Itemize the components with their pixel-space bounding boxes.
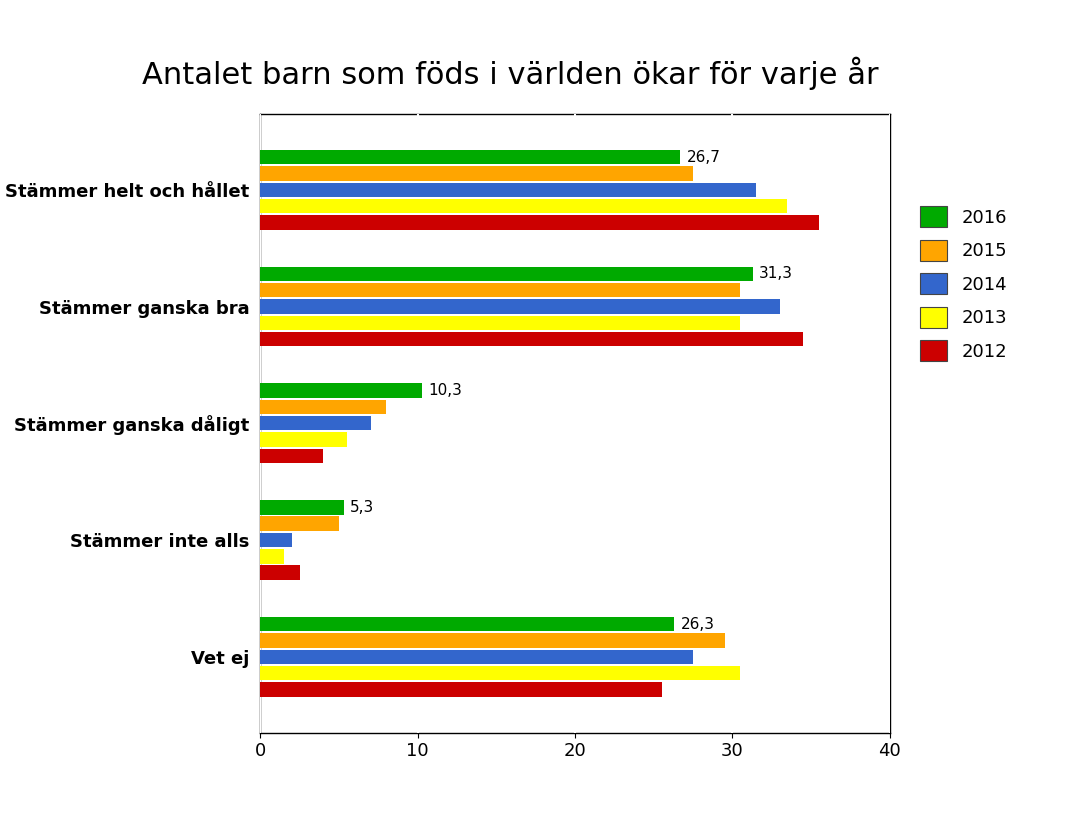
Text: Antalet barn som föds i världen ökar för varje år: Antalet barn som föds i världen ökar för… [142,57,878,90]
Bar [260,416,370,431]
Bar [260,650,693,664]
Text: 31,3: 31,3 [760,266,793,282]
Bar [260,617,674,631]
Bar [260,383,422,398]
Bar [260,566,299,580]
Text: 26,3: 26,3 [680,616,714,632]
Bar [260,182,756,197]
Bar [260,633,725,648]
Bar [260,332,803,347]
Text: 5,3: 5,3 [350,500,374,514]
Bar [260,300,779,313]
Bar [260,533,292,547]
Bar [260,682,662,697]
Legend: 2016, 2015, 2014, 2013, 2012: 2016, 2015, 2014, 2013, 2012 [911,197,1017,370]
Bar [260,449,323,463]
Text: 26,7: 26,7 [687,150,720,164]
Bar [260,150,680,164]
Bar [260,400,386,414]
Bar [260,283,740,297]
Bar [260,432,347,447]
Bar [260,549,284,563]
Bar [260,199,788,213]
Bar [260,316,740,330]
Bar [260,500,344,514]
Bar [260,516,339,531]
Bar [260,666,740,681]
Bar [260,216,819,230]
Bar [260,166,693,181]
Bar [260,267,753,281]
Text: 10,3: 10,3 [429,383,462,398]
